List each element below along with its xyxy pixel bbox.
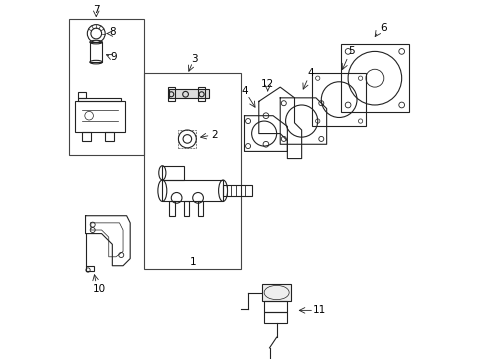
Text: 4: 4: [241, 86, 247, 96]
Bar: [183, 202, 189, 216]
Bar: [264, 312, 287, 323]
Bar: [105, 132, 114, 141]
Text: 5: 5: [347, 46, 354, 57]
Text: 7: 7: [93, 5, 100, 15]
Bar: [85, 266, 94, 271]
Bar: [162, 180, 223, 202]
Bar: [262, 284, 290, 301]
Text: 1: 1: [189, 257, 196, 267]
Bar: [198, 87, 205, 102]
Bar: [264, 301, 287, 312]
Text: 3: 3: [191, 54, 198, 64]
Text: 4: 4: [306, 68, 313, 78]
Bar: [198, 202, 203, 216]
Bar: [69, 19, 144, 155]
Bar: [82, 132, 91, 141]
Bar: [78, 98, 121, 102]
Bar: [312, 73, 365, 126]
Text: 10: 10: [93, 284, 106, 294]
Text: 12: 12: [261, 78, 274, 89]
Bar: [90, 42, 102, 62]
Text: 2: 2: [210, 130, 217, 140]
Bar: [75, 102, 124, 132]
Text: 8: 8: [109, 27, 115, 37]
Bar: [223, 185, 251, 196]
Text: 9: 9: [111, 52, 117, 62]
Bar: [144, 73, 241, 269]
Bar: [340, 44, 408, 112]
Bar: [78, 93, 85, 98]
Bar: [178, 130, 196, 148]
Bar: [167, 87, 175, 102]
Bar: [169, 202, 175, 216]
Text: 6: 6: [380, 23, 386, 33]
Text: 11: 11: [312, 305, 325, 315]
Bar: [162, 166, 183, 180]
Bar: [169, 89, 208, 98]
